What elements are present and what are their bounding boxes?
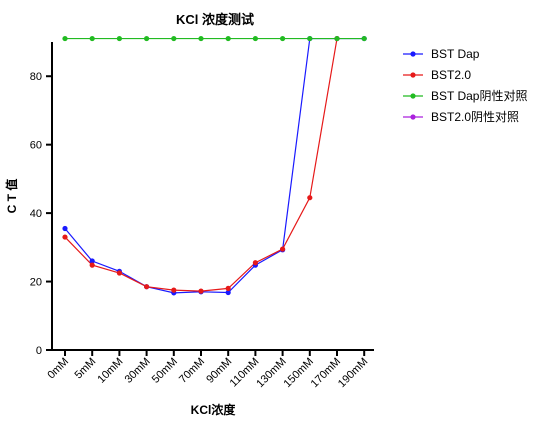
legend-label: BST2.0 [431,68,471,82]
y-axis-title: C T 值 [4,179,19,214]
data-point [225,289,231,296]
x-tick-label: 70mM [177,356,207,386]
legend-label: BST Dap阴性对照 [431,89,527,103]
legend-marker [410,72,416,78]
data-point [280,35,286,42]
data-point [361,35,367,42]
data-point [89,262,95,268]
x-tick-label: 50mM [150,356,180,386]
data-point [307,195,313,201]
series-line [64,38,338,292]
x-tick-label: 0mM [45,356,71,382]
x-tick-label: 10mM [95,356,125,386]
y-tick-label: 0 [36,345,42,357]
y-tick-label: 80 [30,71,42,83]
x-tick-label: 190mM [336,356,370,390]
y-tick-label: 20 [30,277,42,289]
data-point [252,35,258,42]
y-tick-label: 40 [30,208,42,220]
data-point [307,35,313,42]
axes [51,42,374,351]
data-point [171,287,177,293]
data-point [89,35,95,42]
x-ticks: 0mM 5mM10mM30mM50mM70mM90mM110mM130mM150m… [45,350,370,390]
data-point [225,285,231,291]
data-point [171,35,177,42]
y-ticks: 0 20 40 60 80 [30,71,52,357]
legend-label: BST2.0阴性对照 [431,110,519,124]
legend-marker [410,51,416,57]
data-point [62,225,68,232]
data-point [225,35,231,42]
series-points [62,35,367,296]
x-tick-label: 30mM [123,356,153,386]
legend-marker [410,114,416,120]
chart-title: KCl 浓度测试 [176,12,254,27]
data-point [198,35,204,42]
y-tick-label: 60 [30,140,42,152]
series-line [64,37,365,294]
legend: BST Dap BST2.0 BST Dap阴性对照 BST2.0阴性对照 [403,47,527,124]
series-lines [64,37,365,294]
data-point [62,234,68,240]
data-point [144,35,150,42]
data-point [116,270,122,276]
data-point [62,35,68,42]
data-point [89,258,95,264]
data-point [144,284,150,290]
legend-marker [410,93,416,99]
x-axis-title: KCl浓度 [191,402,237,417]
data-point [252,260,258,266]
data-point [280,246,286,252]
legend-label: BST Dap [431,47,480,61]
data-point [116,35,122,42]
data-point [198,288,204,294]
data-point [334,35,340,42]
